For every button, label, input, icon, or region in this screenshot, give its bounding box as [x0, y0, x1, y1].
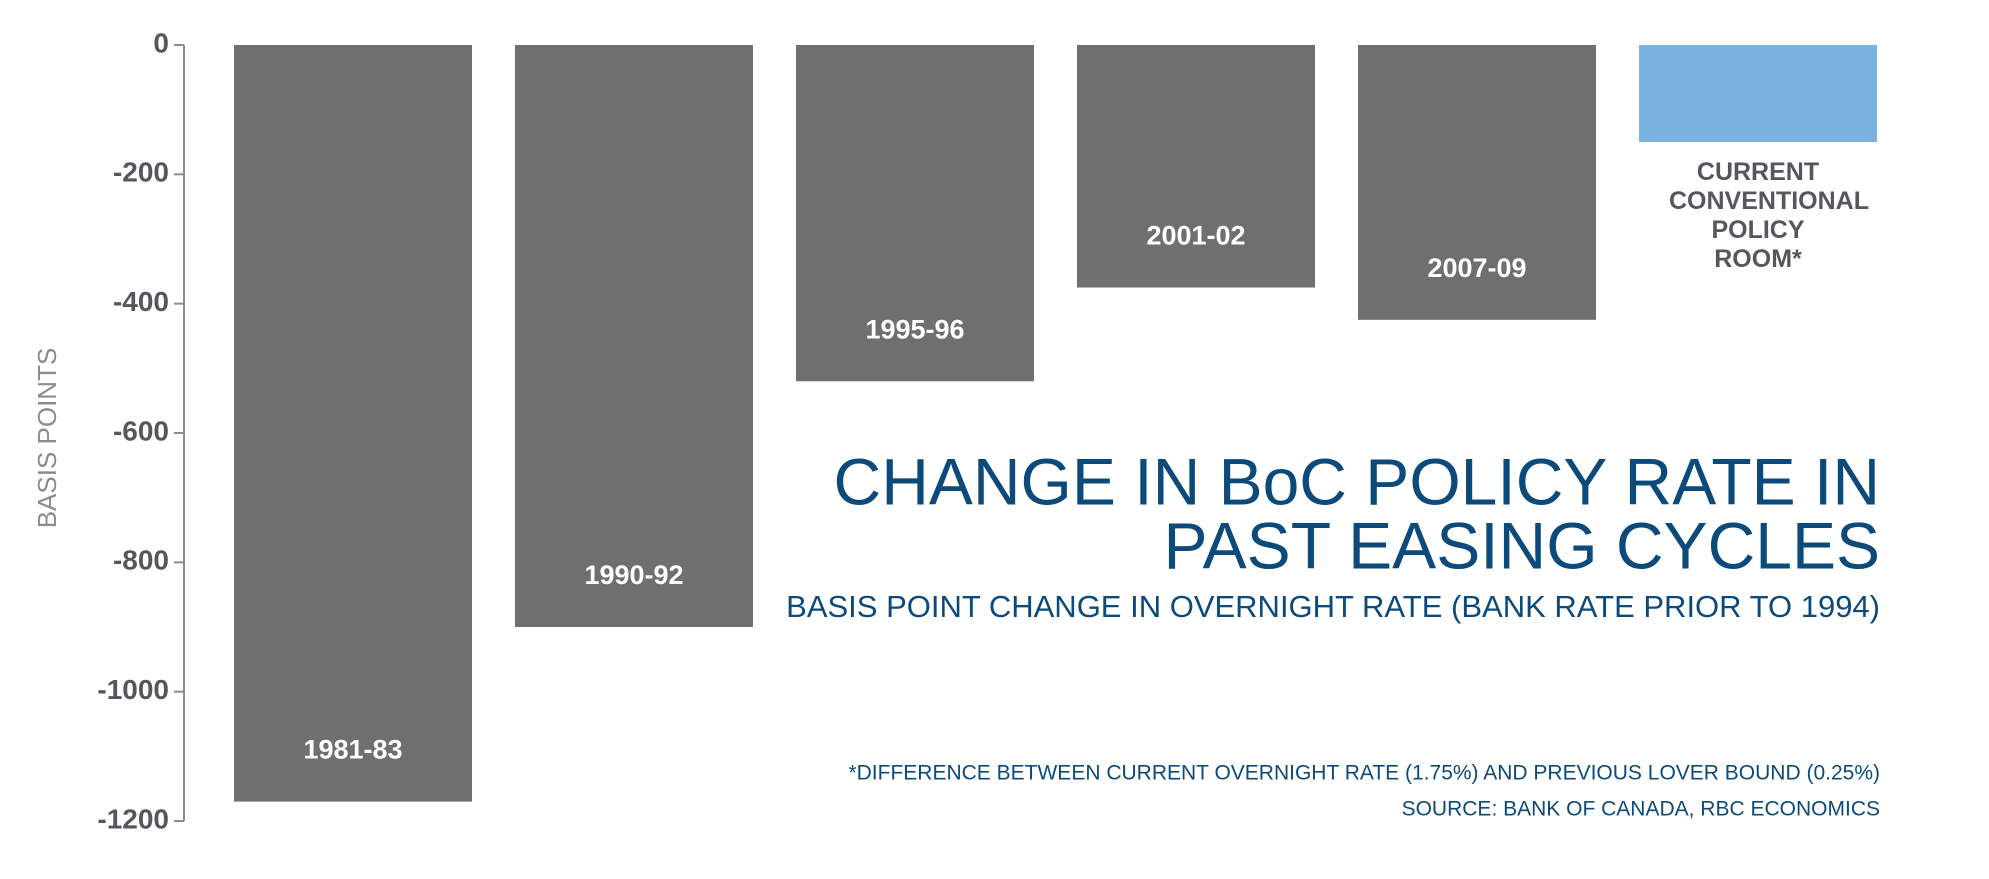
- footnote: *DIFFERENCE BETWEEN CURRENT OVERNIGHT RA…: [848, 762, 1880, 785]
- y-tick-label: 0: [153, 27, 169, 58]
- bar: [1077, 45, 1315, 288]
- bar: [1358, 45, 1596, 320]
- chart-title: PAST EASING CYCLES: [1164, 508, 1880, 582]
- y-tick-label: -400: [113, 286, 169, 317]
- y-tick-label: -600: [113, 415, 169, 446]
- bar-label: 1981-83: [303, 735, 402, 765]
- y-tick-label: -800: [113, 545, 169, 576]
- bar-label: 1990-92: [584, 560, 683, 590]
- chart-title: CHANGE IN BoC POLICY RATE IN: [834, 444, 1880, 518]
- y-axis-label: BASIS POINTS: [32, 348, 62, 529]
- bar: [1639, 45, 1877, 142]
- bar-label: 2007-09: [1427, 253, 1526, 283]
- bar-label: 2001-02: [1146, 221, 1245, 251]
- bar: [234, 45, 472, 802]
- bar: [796, 45, 1034, 382]
- y-tick-label: -1200: [97, 803, 169, 834]
- y-tick-label: -200: [113, 157, 169, 188]
- y-tick-label: -1000: [97, 674, 169, 705]
- bar-label: CURRENT CONVENTIONAL POLICY ROOM*: [1669, 158, 1869, 273]
- bar-label: 1995-96: [865, 314, 964, 344]
- source: SOURCE: BANK OF CANADA, RBC ECONOMICS: [1402, 798, 1880, 821]
- bar: [515, 45, 753, 627]
- chart-subtitle: BASIS POINT CHANGE IN OVERNIGHT RATE (BA…: [786, 589, 1880, 624]
